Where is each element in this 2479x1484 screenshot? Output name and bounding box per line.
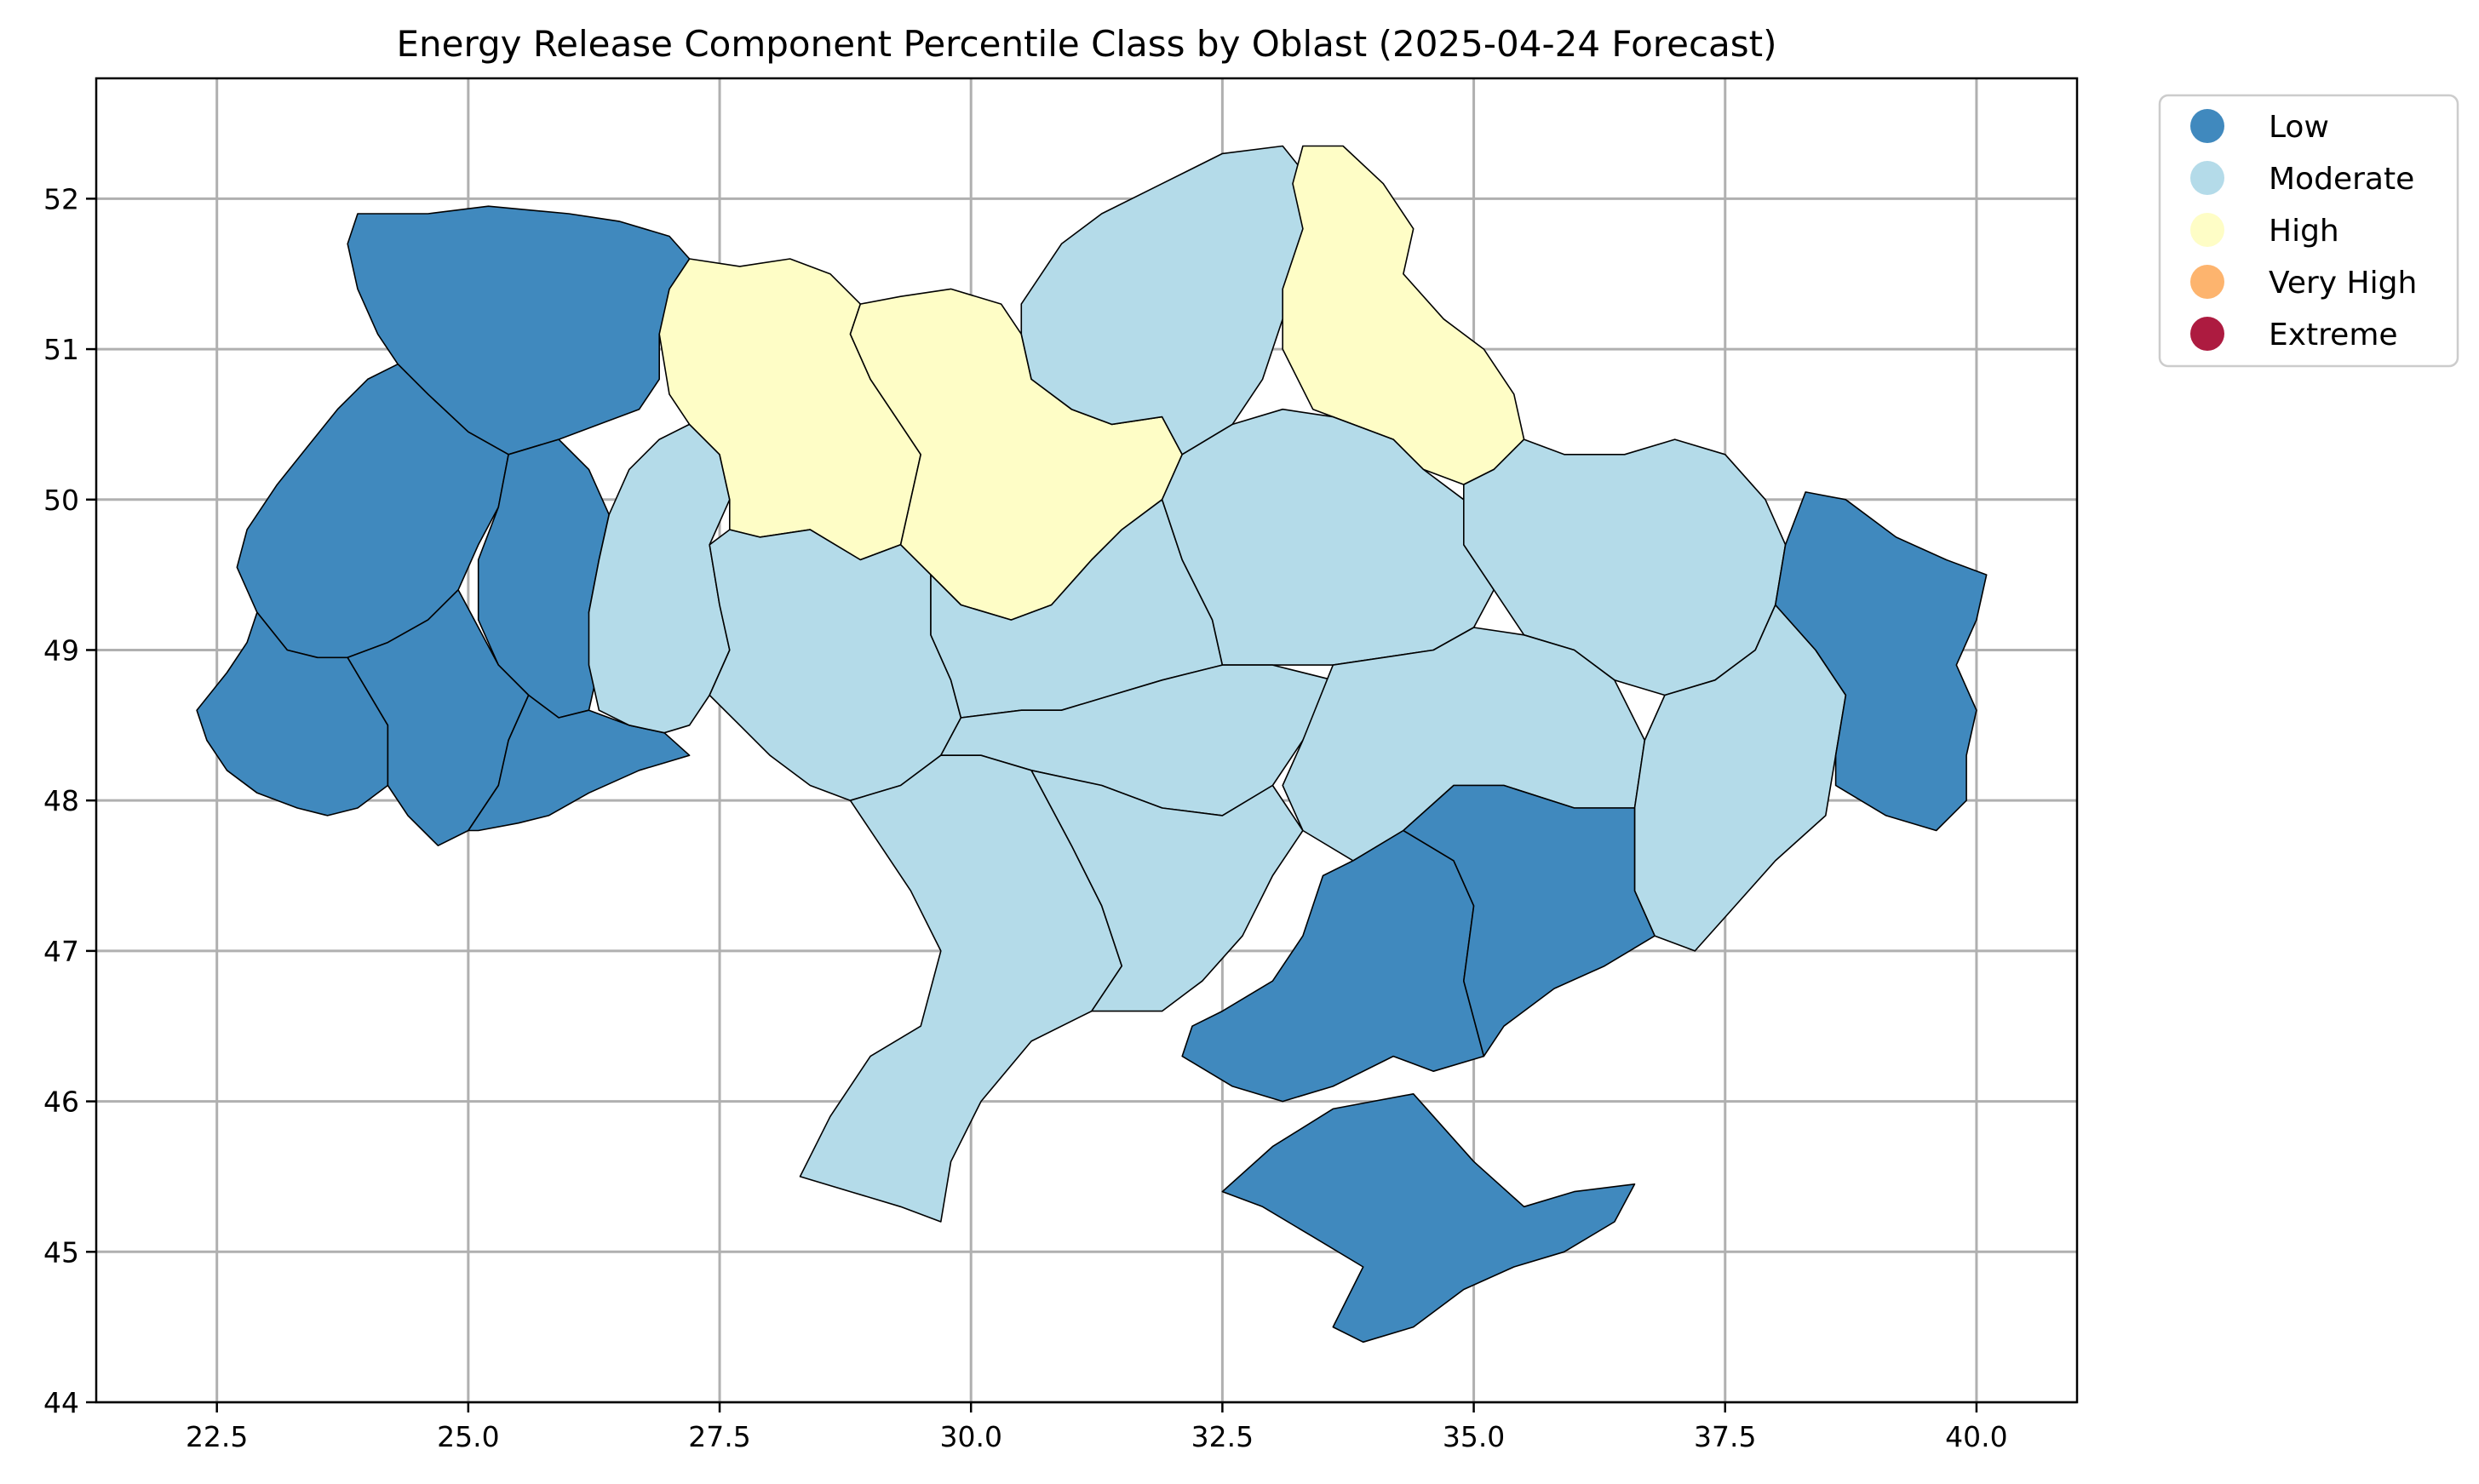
oblast-region-low xyxy=(347,205,691,456)
legend-label-moderate: Moderate xyxy=(2269,162,2414,197)
legend-label-very-high: Very High xyxy=(2269,266,2417,301)
legend-marker-moderate xyxy=(2190,161,2224,195)
oblast-region-low xyxy=(196,611,389,816)
y-tick-label: 51 xyxy=(43,333,79,366)
x-tick-label: 32.5 xyxy=(1191,1420,1254,1453)
oblast-region-low xyxy=(1221,1093,1636,1344)
legend-marker-extreme xyxy=(2190,317,2224,351)
oblast-region-low xyxy=(468,694,691,832)
x-axis-ticks: 22.5 25.0 27.5 30.0 32.5 35.0 37.5 40.0 xyxy=(186,1402,2008,1453)
x-tick-label: 27.5 xyxy=(688,1420,750,1453)
oblast-region-moderate xyxy=(1030,770,1304,1012)
y-axis-ticks: 44 45 46 47 48 49 50 51 52 xyxy=(43,182,96,1419)
legend-box xyxy=(2158,94,2459,368)
legend-label-low: Low xyxy=(2269,110,2329,145)
x-tick-label: 25.0 xyxy=(437,1420,499,1453)
axes-frame xyxy=(95,77,2079,1404)
y-tick-label: 50 xyxy=(43,484,79,517)
x-tick-label: 30.0 xyxy=(939,1420,1001,1453)
x-tick-label: 35.0 xyxy=(1443,1420,1505,1453)
y-tick-label: 45 xyxy=(43,1235,79,1269)
plot-area xyxy=(95,77,2079,1404)
x-tick-label: 40.0 xyxy=(1945,1420,2007,1453)
oblast-region-moderate xyxy=(709,529,962,801)
oblast-regions xyxy=(196,145,1988,1344)
oblast-region-low xyxy=(1403,784,1656,1057)
oblast-region-low xyxy=(1775,491,1988,832)
x-tick-label: 37.5 xyxy=(1694,1420,1756,1453)
legend-label-extreme: Extreme xyxy=(2269,318,2398,352)
y-tick-label: 44 xyxy=(43,1386,79,1419)
oblast-region-moderate xyxy=(1020,145,1314,456)
y-tick-label: 46 xyxy=(43,1086,79,1119)
legend-marker-low xyxy=(2190,109,2224,143)
oblast-region-moderate xyxy=(799,754,1123,1223)
oblast-region-moderate xyxy=(588,423,731,734)
x-tick-label: 22.5 xyxy=(186,1420,248,1453)
legend-marker-high xyxy=(2190,213,2224,247)
legend-marker-very-high xyxy=(2190,265,2224,299)
y-tick-label: 52 xyxy=(43,182,79,215)
chart-title: Energy Release Component Percentile Clas… xyxy=(396,23,1776,65)
y-tick-label: 49 xyxy=(43,633,79,667)
y-tick-label: 47 xyxy=(43,935,79,968)
legend: Low Moderate High Very High Extreme xyxy=(2158,94,2459,368)
legend-label-high: High xyxy=(2269,214,2339,249)
y-tick-label: 48 xyxy=(43,784,79,817)
